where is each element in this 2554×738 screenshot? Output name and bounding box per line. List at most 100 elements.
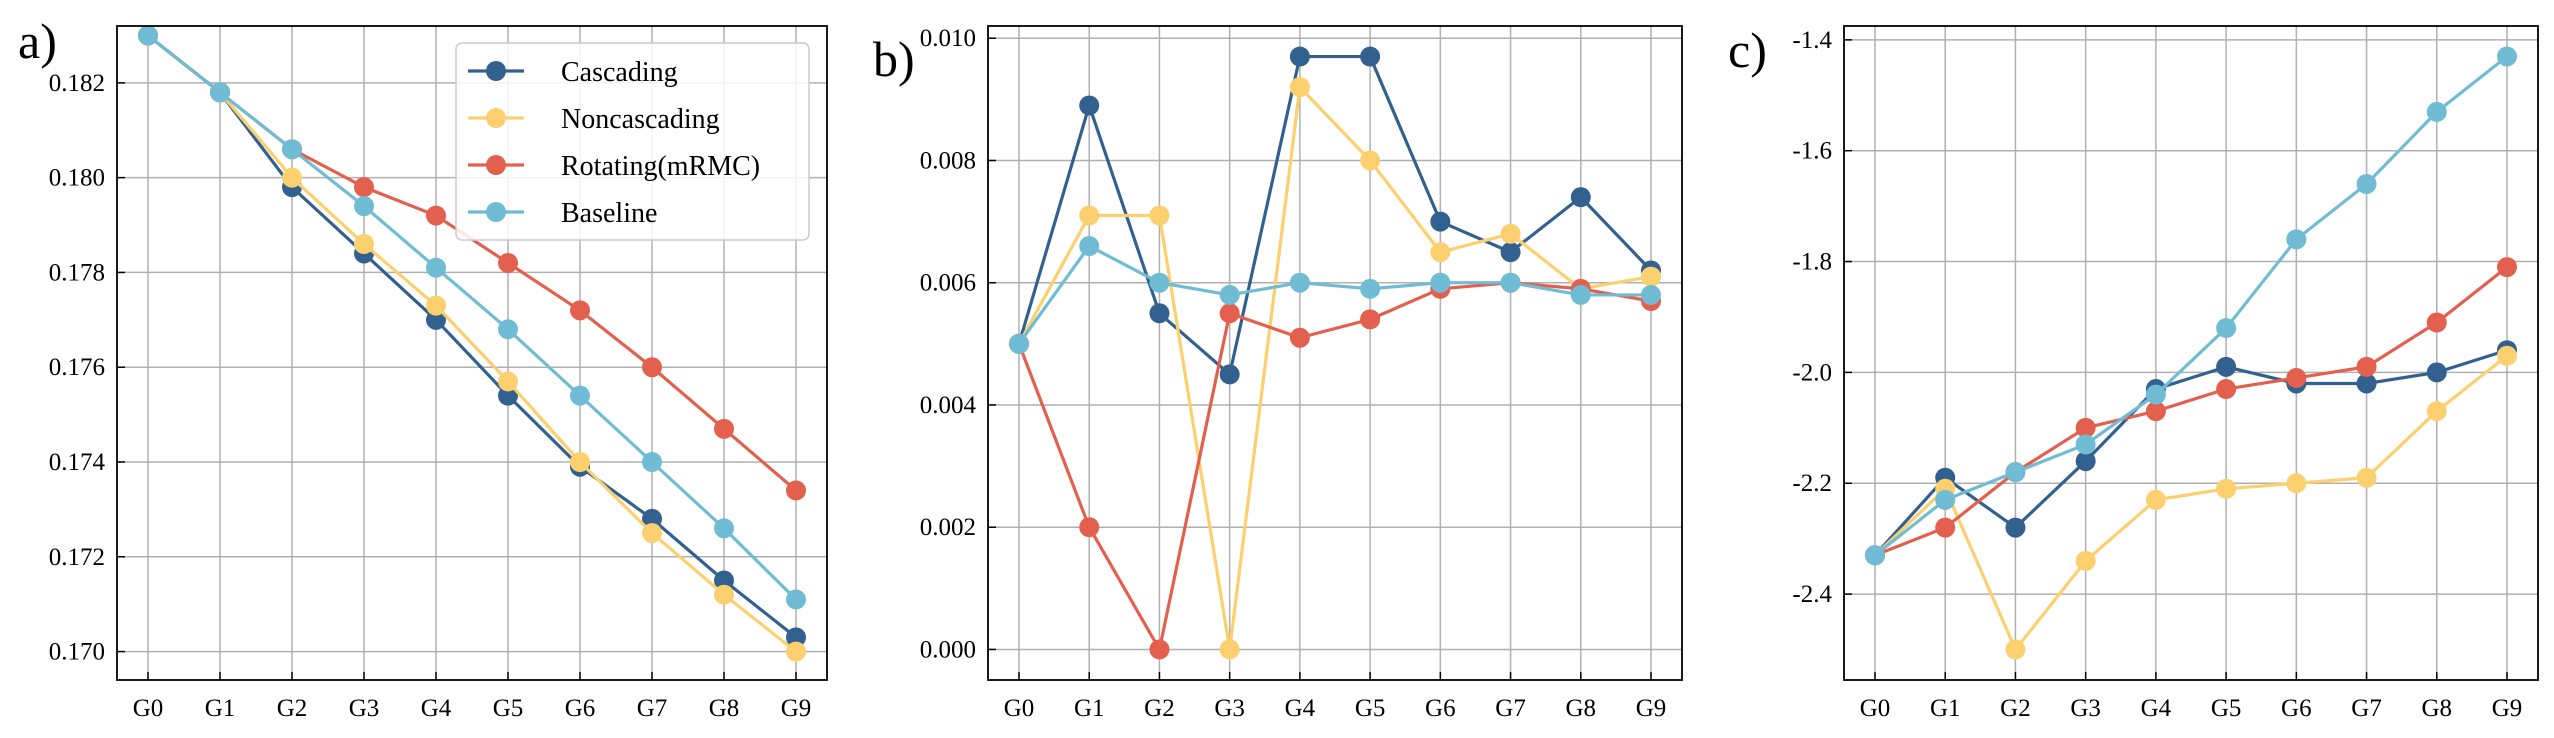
data-point-cascading — [498, 385, 518, 406]
legend-box — [455, 42, 810, 241]
legend-marker — [486, 61, 506, 81]
axes-frame — [987, 25, 1683, 681]
y-tick-label: -2.0 — [1792, 359, 1832, 386]
data-point-baseline — [1935, 489, 1956, 510]
y-tick-label: 0.008 — [920, 147, 976, 174]
data-point-baseline — [282, 139, 302, 160]
data-point-cascading — [2005, 517, 2026, 538]
data-point-cascading — [1079, 95, 1100, 116]
chart-panel-3: G0 G1 G2 G3 G4 G5 G6 G7 G8 G9 -2.4 -2.2 -2.0 -1.8 -1.6… — [1728, 22, 2539, 722]
data-point-cascading — [2075, 451, 2096, 472]
data-point-noncascading — [2216, 478, 2237, 499]
x-tick-label: G8 — [1565, 695, 1596, 722]
data-point-noncascading — [714, 584, 734, 605]
data-point-noncascading — [426, 295, 446, 316]
x-tick-label: G1 — [205, 695, 236, 722]
legend-label: Rotating(mRMC) — [561, 151, 760, 182]
data-point-baseline — [210, 82, 230, 103]
data-point-rotating-mrmc — [2075, 417, 2096, 438]
data-point-baseline — [2286, 229, 2307, 250]
legend-marker — [486, 155, 506, 175]
legend-marker — [486, 108, 506, 128]
data-point-rotating-mrmc — [1360, 309, 1381, 330]
y-tick-label: 0.170 — [49, 639, 105, 666]
data-point-baseline — [1219, 284, 1240, 305]
data-point-noncascading — [2286, 473, 2307, 494]
data-point-noncascading — [2145, 489, 2166, 510]
axes-frame — [116, 25, 828, 681]
x-tick-label: G6 — [565, 695, 596, 722]
x-tick-label: G2 — [2000, 695, 2031, 722]
data-point-rotating-mrmc — [498, 252, 518, 273]
data-point-noncascading — [1219, 639, 1240, 660]
data-point-rotating-mrmc — [1149, 639, 1170, 660]
y-tick-label: 0.182 — [49, 70, 105, 97]
chart-panel-2: G0 G1 G2 G3 G4 G5 G6 G7 G8 G9 0.000 0.002 0.004 0.006… — [873, 25, 1683, 722]
y-tick-label: -2.4 — [1792, 581, 1832, 608]
data-point-baseline — [1079, 236, 1100, 257]
data-point-noncascading — [1500, 223, 1521, 244]
data-point-baseline — [1430, 272, 1451, 293]
data-point-baseline — [2426, 101, 2447, 122]
data-point-cascading — [2426, 362, 2447, 383]
data-point-baseline — [498, 319, 518, 340]
series-line-baseline — [1874, 55, 2508, 557]
legend-item: Noncascading — [468, 104, 720, 135]
data-point-rotating-mrmc — [1219, 303, 1240, 324]
series-line-cascading — [1017, 54, 1653, 376]
data-point-rotating-mrmc — [1289, 327, 1310, 348]
series-line-rotating-mrmc — [1874, 265, 2508, 557]
series-line-cascading — [1873, 348, 2508, 557]
data-point-baseline — [1865, 545, 1885, 566]
x-tick-label: G6 — [1425, 695, 1456, 722]
legend-item: Rotating(mRMC) — [468, 151, 760, 182]
data-point-baseline — [2075, 434, 2096, 455]
data-point-rotating-mrmc — [2216, 379, 2237, 400]
series-line-baseline — [147, 34, 798, 601]
x-tick-label: G0 — [1860, 695, 1891, 722]
x-tick-label: G8 — [709, 695, 740, 722]
data-point-cascading — [714, 570, 734, 591]
x-tick-label: G2 — [277, 695, 308, 722]
data-point-baseline — [1641, 284, 1661, 305]
data-point-cascading — [786, 627, 806, 648]
data-point-cascading — [1430, 211, 1451, 232]
data-point-baseline — [786, 589, 806, 610]
data-point-cascading — [1149, 303, 1170, 324]
data-point-rotating-mrmc — [2356, 356, 2377, 377]
data-point-rotating-mrmc — [642, 357, 662, 378]
y-tick-label: 0.004 — [920, 392, 977, 419]
x-tick-label: G5 — [493, 695, 524, 722]
y-tick-label: 0.006 — [920, 270, 976, 297]
legend-marker — [486, 202, 506, 222]
data-point-baseline — [2216, 318, 2237, 339]
data-point-cascading — [2356, 373, 2377, 394]
legend-item: Cascading — [468, 57, 678, 88]
axes-frame — [1843, 25, 2539, 681]
x-tick-label: G3 — [1214, 695, 1245, 722]
x-tick-label: G7 — [1495, 695, 1526, 722]
data-point-cascading — [426, 309, 446, 330]
data-point-baseline — [570, 385, 590, 406]
data-point-baseline — [1500, 272, 1521, 293]
series-line-noncascading — [1017, 85, 1652, 652]
data-point-baseline — [1149, 272, 1170, 293]
data-point-noncascading — [2005, 639, 2026, 660]
y-tick-label: 0.178 — [49, 259, 105, 286]
data-point-noncascading — [2356, 467, 2377, 488]
data-point-baseline — [2356, 173, 2377, 194]
data-point-baseline — [2005, 462, 2026, 483]
legend-label: Cascading — [561, 57, 678, 88]
data-point-rotating-mrmc — [714, 418, 734, 439]
data-point-cascading — [2216, 356, 2237, 377]
x-tick-label: G4 — [1285, 695, 1316, 722]
legend-label: Baseline — [561, 198, 657, 229]
data-point-noncascading — [1079, 205, 1100, 226]
data-point-noncascading — [2075, 550, 2096, 571]
x-tick-label: G5 — [2211, 695, 2242, 722]
x-tick-label: G1 — [1074, 695, 1105, 722]
y-tick-label: 0.002 — [920, 514, 976, 541]
data-point-cascading — [1289, 46, 1310, 67]
data-point-baseline — [1570, 284, 1591, 305]
